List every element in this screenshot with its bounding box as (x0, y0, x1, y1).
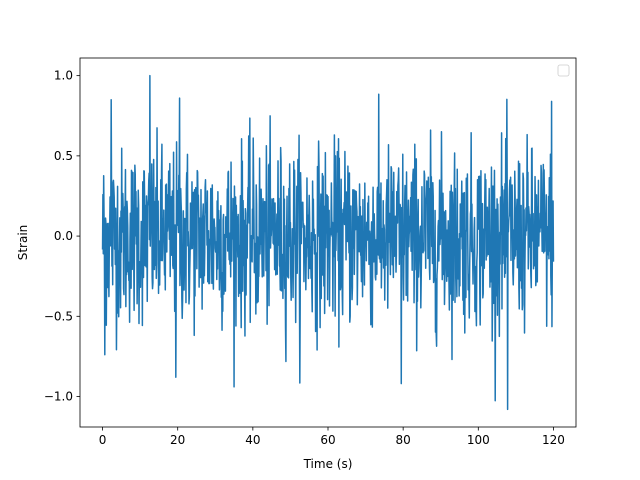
x-tick-label: 0 (99, 433, 107, 447)
y-tick-label: −1.0 (44, 390, 73, 404)
y-tick-label: −0.5 (44, 309, 73, 323)
y-tick-label: 0.0 (54, 229, 73, 243)
x-tick-label: 40 (245, 433, 260, 447)
legend-box (557, 64, 570, 77)
x-tick-label: 20 (170, 433, 185, 447)
x-tick-label: 80 (396, 433, 411, 447)
y-axis: −1.0 −0.5 0.0 0.5 1.0 (44, 69, 80, 404)
x-axis: 0 20 40 60 80 100 120 (99, 427, 565, 447)
y-tick-label: 0.5 (54, 149, 73, 163)
x-tick-label: 100 (467, 433, 490, 447)
strain-series-line (101, 74, 555, 411)
x-tick-label: 60 (320, 433, 335, 447)
x-axis-label: Time (s) (303, 457, 353, 471)
plot-area (101, 74, 555, 411)
x-tick-label: 120 (542, 433, 565, 447)
y-tick-label: 1.0 (54, 69, 73, 83)
y-axis-label: Strain (16, 225, 30, 261)
